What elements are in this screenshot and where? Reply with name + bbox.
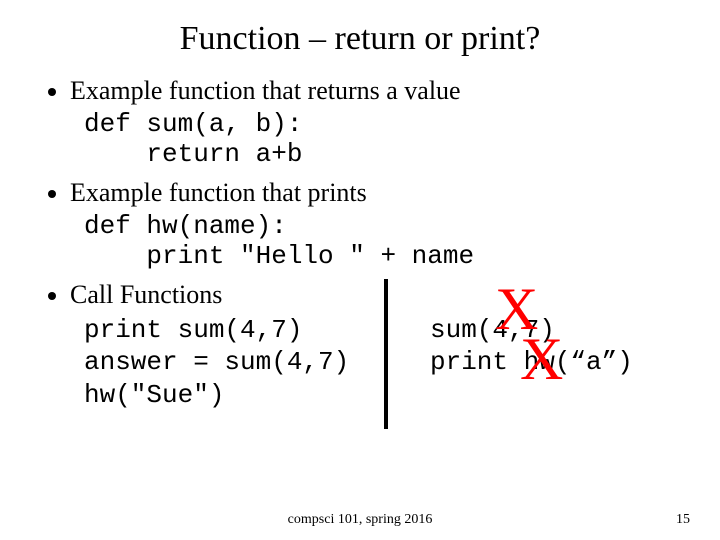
calls-left: print sum(4,7) answer = sum(4,7) hw("Sue… (70, 314, 424, 412)
x-mark-2: X (520, 329, 563, 389)
slide-title: Function – return or print? (30, 20, 690, 58)
code-hw-def: def hw(name): print "Hello " + name (84, 212, 690, 272)
slide: Function – return or print? Example func… (0, 0, 720, 540)
call-section: print sum(4,7) answer = sum(4,7) hw("Sue… (30, 314, 690, 412)
bullet-returns: Example function that returns a value (70, 76, 690, 106)
bullet-prints: Example function that prints (70, 178, 690, 208)
footer-page-number: 15 (676, 512, 690, 528)
bullet-list-2: Example function that prints (30, 178, 690, 208)
divider-bar (384, 279, 388, 429)
footer-center: compsci 101, spring 2016 (288, 512, 433, 528)
bullet-list: Example function that returns a value (30, 76, 690, 106)
bullet-call: Call Functions (70, 280, 690, 310)
bullet-list-3: Call Functions (30, 280, 690, 310)
code-sum-def: def sum(a, b): return a+b (84, 110, 690, 170)
